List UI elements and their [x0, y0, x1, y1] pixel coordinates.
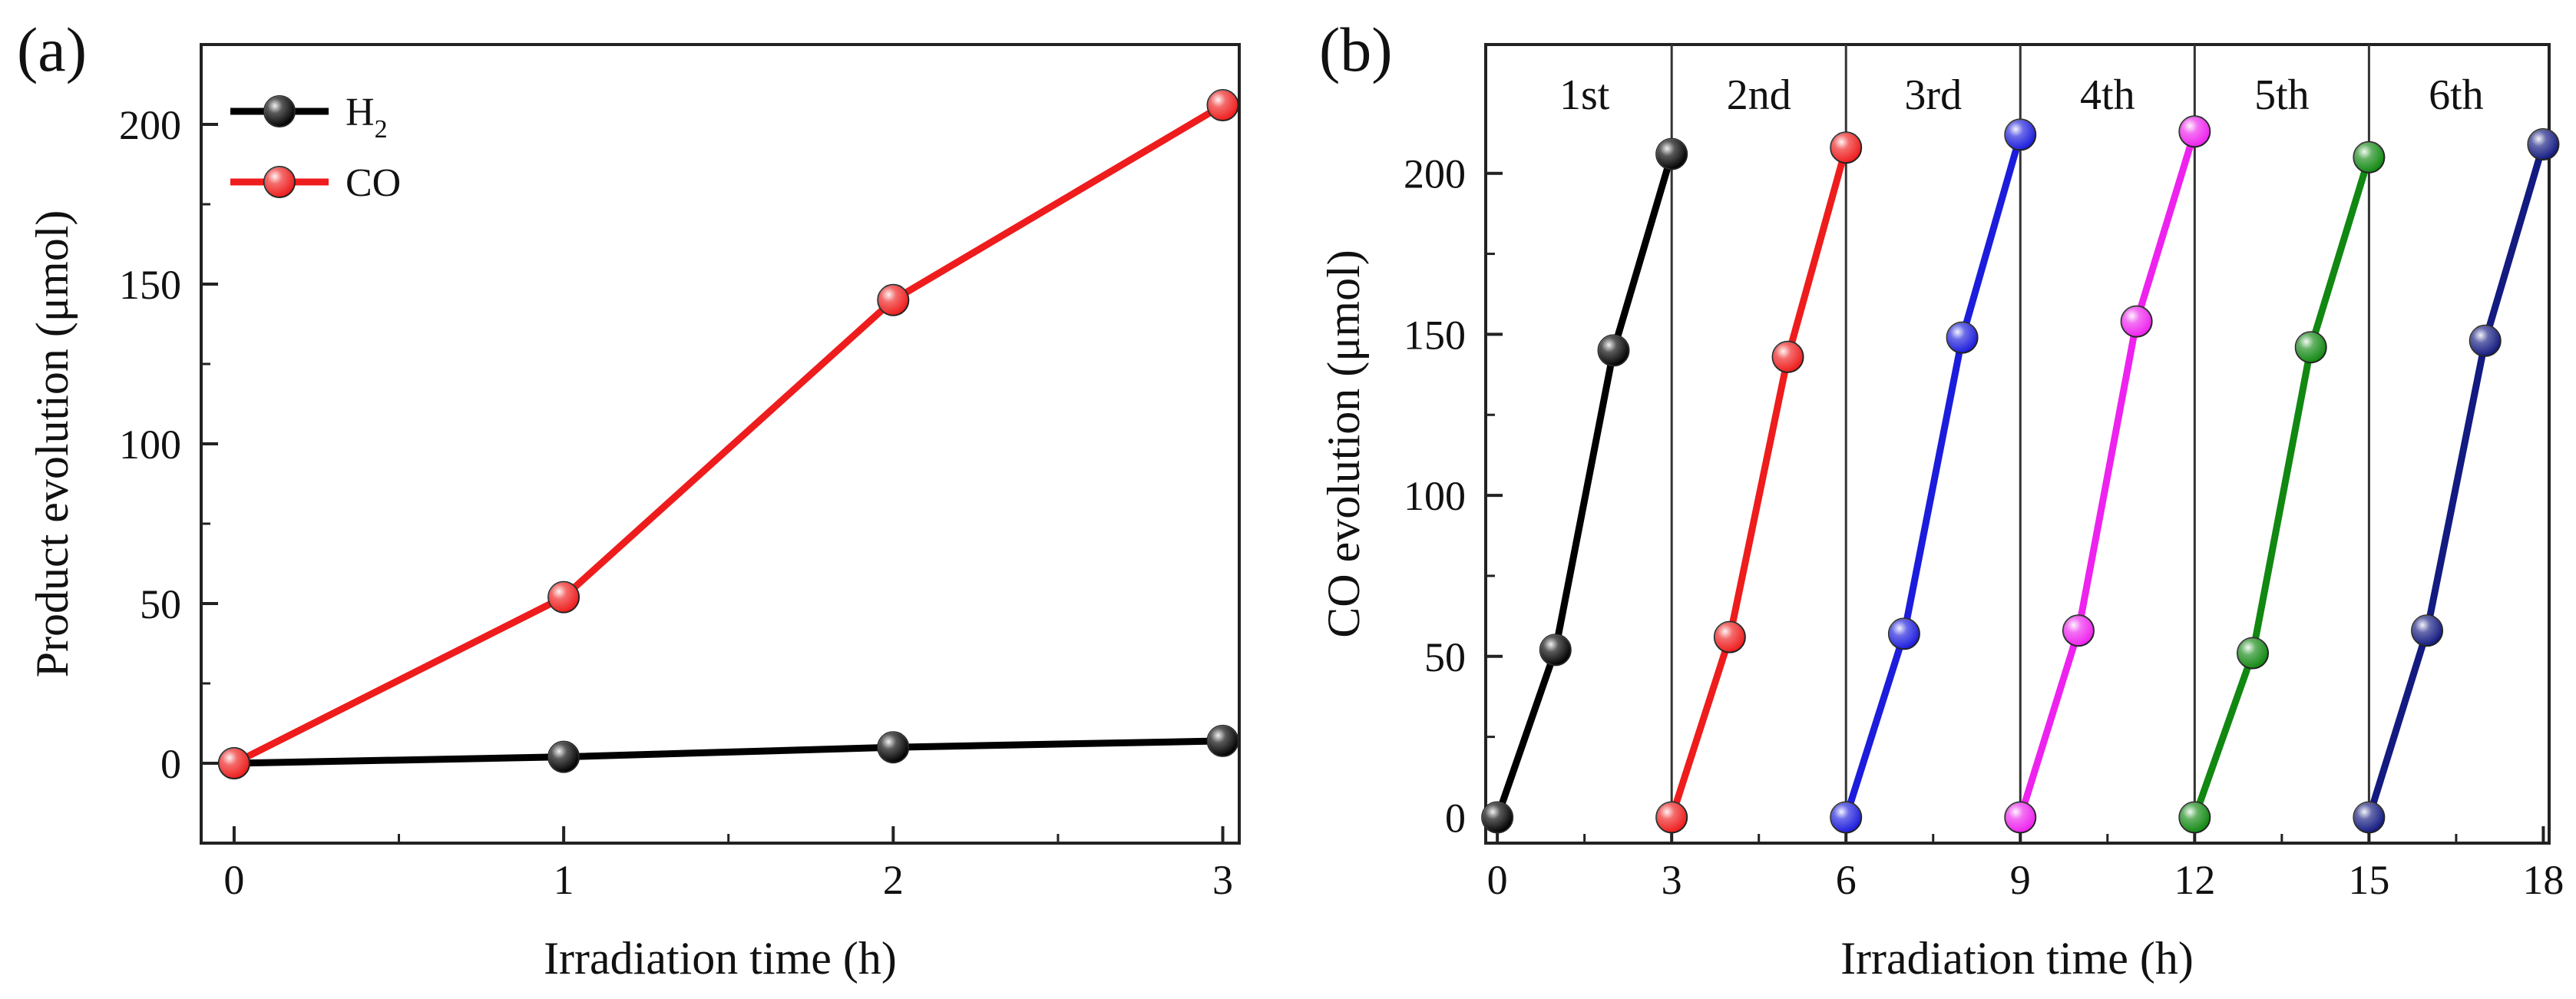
panel-a: 0 1 2 3 0 50 100 150 200 H2 CO Irradiation time (…: [27, 43, 1241, 984]
y-tick-label-a: 200: [119, 102, 181, 148]
y-axis-label-b: CO evolution (μmol): [1318, 250, 1369, 637]
data-point-b-4: [2237, 637, 2270, 670]
series-line-b-0: [1493, 153, 1675, 819]
data-point-b-2: [1887, 617, 1920, 650]
y-tick-label-a: 50: [140, 581, 181, 627]
data-point-b-0: [1655, 137, 1688, 170]
plot-frame-b: [1484, 43, 2551, 845]
data-point-b-3: [2120, 305, 2153, 338]
cycle-label-6: 6th: [2429, 71, 2484, 119]
data-point-b-2: [2004, 118, 2037, 151]
data-point-b-5: [2527, 128, 2560, 160]
data-point-b-5: [2353, 801, 2386, 834]
x-tick-label-b: 18: [2522, 857, 2564, 903]
x-tick-label-b: 0: [1487, 857, 1508, 903]
x-tick-label-b: 12: [2174, 857, 2215, 903]
cycle-label-1: 1st: [1559, 71, 1610, 119]
x-tick-label-b: 15: [2348, 857, 2389, 903]
x-tick-label-b: 3: [1662, 857, 1682, 903]
x-axis-label-b: Irradiation time (h): [1840, 933, 2194, 984]
y-tick-label-b: 0: [1445, 795, 1466, 841]
series-line-b-1: [1668, 146, 1850, 819]
panel-b: 0 3 6 9 12 15 18 0 50 100 150 200 1st 2nd 3rd 4th 5th 6t…: [1318, 43, 2564, 984]
data-point-a-1: [547, 581, 580, 614]
series-line-a-0: [233, 737, 1223, 767]
x-tick-label-a: 0: [223, 857, 244, 903]
x-tick-label-a: 1: [554, 857, 574, 903]
y-tick-label-b: 150: [1404, 312, 1466, 358]
legend-label-1: CO: [346, 161, 401, 205]
data-point-b-0: [1597, 334, 1630, 367]
legend-label-0: H2: [346, 91, 388, 144]
legend-marker-0: [263, 95, 296, 127]
data-point-a-1: [877, 283, 910, 316]
data-point-b-2: [1830, 801, 1863, 834]
legend-a: H2 CO: [230, 91, 401, 205]
y-tick-label-a: 100: [119, 422, 181, 468]
data-point-b-0: [1481, 801, 1514, 834]
data-point-b-1: [1771, 340, 1804, 373]
y-tick-label-a: 150: [119, 262, 181, 308]
data-point-a-0: [877, 731, 910, 764]
data-point-b-4: [2294, 331, 2327, 364]
x-tick-label-b: 9: [2010, 857, 2031, 903]
data-point-b-1: [1713, 620, 1746, 653]
y-tick-label-b: 200: [1404, 151, 1466, 197]
x-tick-label-a: 2: [883, 857, 904, 903]
panel-label-b: (b): [1319, 15, 1393, 84]
data-point-b-2: [1946, 321, 1979, 354]
cycle-label-3: 3rd: [1904, 71, 1962, 119]
data-point-b-1: [1830, 131, 1863, 164]
data-point-b-3: [2004, 801, 2037, 834]
data-point-b-3: [2062, 614, 2095, 647]
series-line-b-5: [2366, 143, 2547, 819]
x-tick-label-b: 6: [1836, 857, 1857, 903]
data-point-b-5: [2411, 614, 2444, 647]
y-tick-label-a: 0: [160, 741, 181, 787]
series-line-b-2: [1842, 134, 2024, 819]
panel-label-a: (a): [17, 15, 87, 84]
data-point-a-1: [217, 747, 250, 779]
legend-marker-1: [263, 166, 296, 198]
data-point-b-5: [2469, 324, 2502, 357]
y-tick-label-b: 100: [1404, 473, 1466, 519]
series-line-b-3: [2016, 130, 2198, 819]
data-point-b-3: [2178, 115, 2211, 148]
data-point-b-4: [2353, 141, 2386, 174]
y-axis-label-a: Product evolution (μmol): [27, 210, 78, 678]
cycle-label-2: 2nd: [1727, 71, 1791, 119]
data-point-a-0: [547, 740, 580, 773]
cycle-label-4: 4th: [2080, 71, 2135, 119]
data-point-b-1: [1655, 801, 1688, 834]
x-axis-label-a: Irradiation time (h): [544, 933, 897, 984]
data-point-a-0: [1206, 724, 1239, 757]
y-tick-label-b: 50: [1424, 634, 1466, 680]
data-point-b-4: [2178, 801, 2211, 834]
series-line-a-1: [232, 102, 1225, 767]
series-line-b-4: [2191, 156, 2373, 819]
data-point-a-1: [1206, 89, 1239, 122]
cycle-label-5: 5th: [2254, 71, 2310, 119]
data-point-b-0: [1539, 633, 1572, 667]
x-tick-label-a: 3: [1212, 857, 1233, 903]
